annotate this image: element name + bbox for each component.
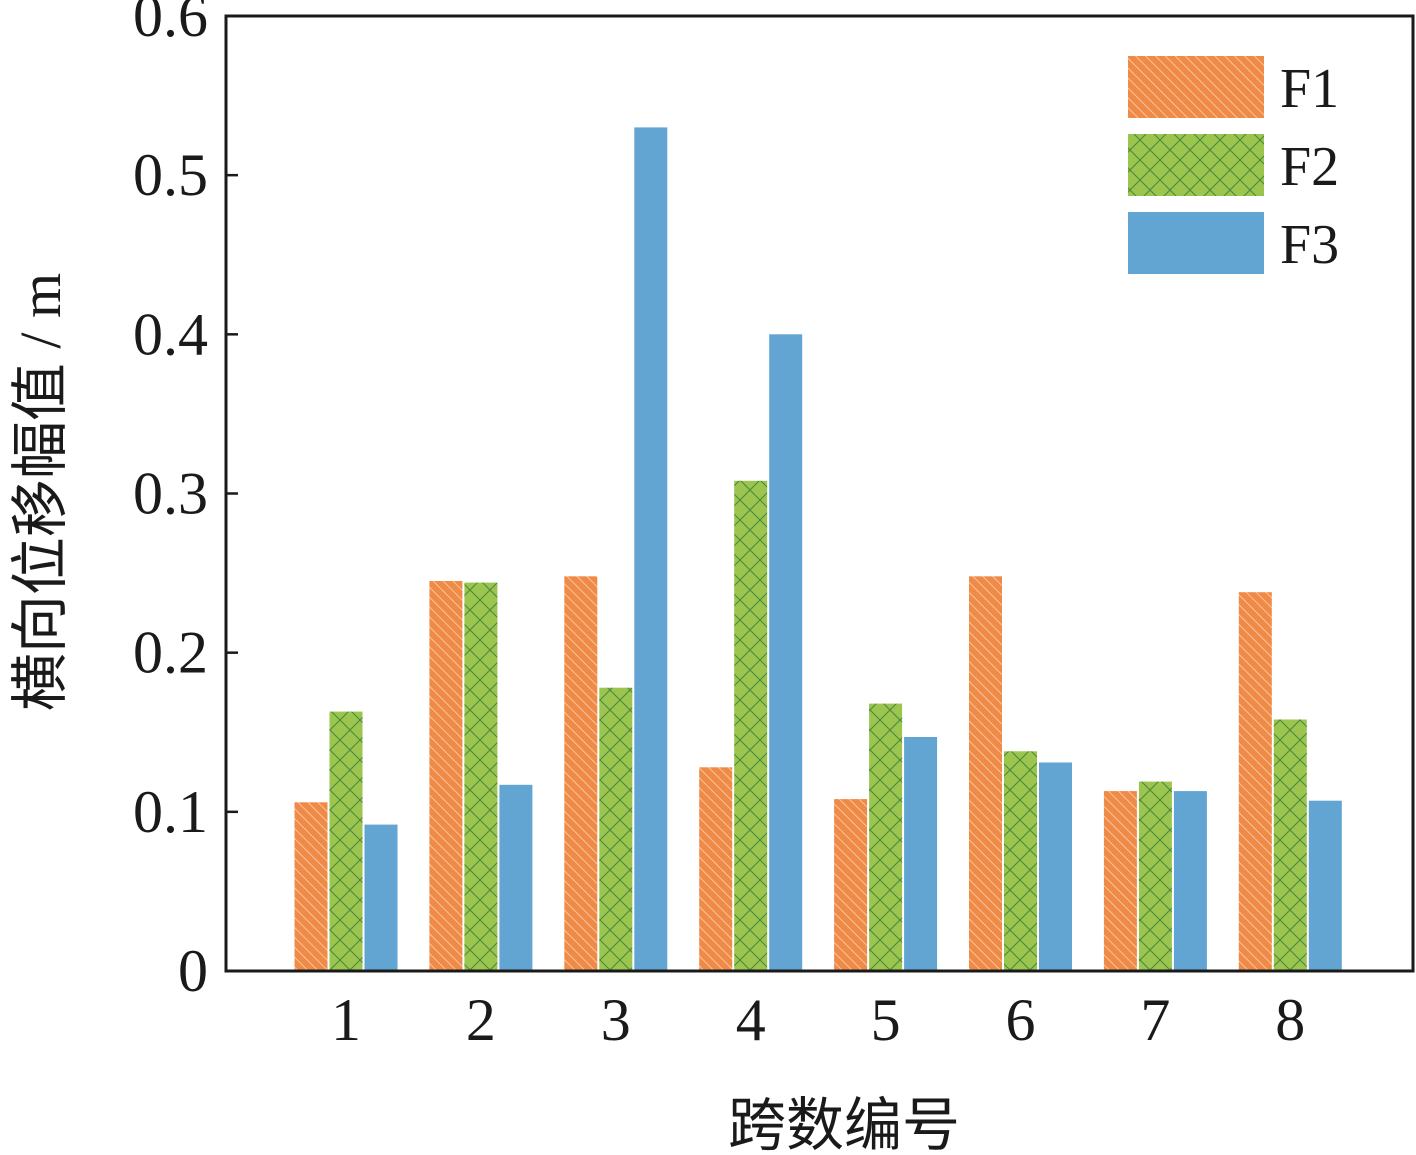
bar-f1-6 — [969, 576, 1002, 971]
x-axis-label: 跨数编号 — [728, 1093, 960, 1155]
y-tick-label: 0.1 — [133, 779, 208, 845]
x-tick-label: 4 — [736, 987, 766, 1053]
legend-swatch-f3 — [1128, 212, 1264, 274]
bar-f1-8 — [1238, 592, 1272, 971]
legend-label-f3: F3 — [1280, 214, 1339, 276]
y-axis-label: 横向位移幅值 / m — [8, 273, 73, 711]
bar-f3-7 — [1173, 791, 1207, 971]
x-tick-label: 8 — [1275, 987, 1305, 1053]
x-tick-label: 1 — [331, 987, 361, 1053]
bar-f3-8 — [1308, 800, 1342, 971]
bar-f2-6 — [1004, 751, 1037, 971]
x-axis: 1 2 3 4 5 6 7 8 — [331, 987, 1305, 1053]
bar-f3-5 — [904, 737, 938, 971]
y-axis: 0 0.1 0.2 0.3 0.4 0.5 0.6 — [133, 0, 238, 1004]
y-tick-label: 0.3 — [133, 461, 208, 527]
legend-swatch-f2 — [1128, 134, 1264, 196]
bar-f3-1 — [364, 824, 398, 971]
bar-f1-3 — [564, 576, 598, 971]
bar-f3-3 — [634, 127, 668, 971]
x-tick-label: 5 — [871, 987, 901, 1053]
bar-f2-7 — [1138, 781, 1172, 971]
bar-f1-5 — [834, 799, 868, 971]
bar-f2-3 — [599, 687, 633, 971]
legend-label-f2: F2 — [1280, 136, 1339, 198]
bar-f2-4 — [734, 480, 768, 971]
y-tick-label: 0.4 — [133, 301, 208, 367]
x-tick-label: 2 — [466, 987, 496, 1053]
legend: F1 F2 F3 — [1128, 56, 1339, 276]
bar-f2-8 — [1273, 719, 1307, 971]
bar-f3-6 — [1039, 762, 1072, 971]
x-tick-label: 7 — [1140, 987, 1170, 1053]
x-tick-label: 6 — [1006, 987, 1036, 1053]
bar-f1-4 — [699, 767, 733, 971]
bar-f3-2 — [499, 784, 533, 971]
y-tick-label: 0.6 — [133, 0, 208, 49]
y-tick-label: 0.2 — [133, 620, 208, 686]
legend-swatch-f1 — [1128, 56, 1264, 118]
legend-label-f1: F1 — [1280, 58, 1339, 120]
y-tick-label: 0.5 — [133, 142, 208, 208]
bar-f3-4 — [769, 334, 803, 971]
y-tick-label: 0 — [178, 938, 208, 1004]
bar-f2-1 — [329, 711, 363, 971]
bar-f1-2 — [429, 581, 463, 971]
x-tick-label: 3 — [601, 987, 631, 1053]
bars-group — [294, 127, 1342, 971]
bar-f2-5 — [869, 703, 903, 971]
bar-f1-1 — [294, 802, 328, 971]
bar-f1-7 — [1103, 791, 1137, 971]
bar-f2-2 — [464, 582, 498, 971]
